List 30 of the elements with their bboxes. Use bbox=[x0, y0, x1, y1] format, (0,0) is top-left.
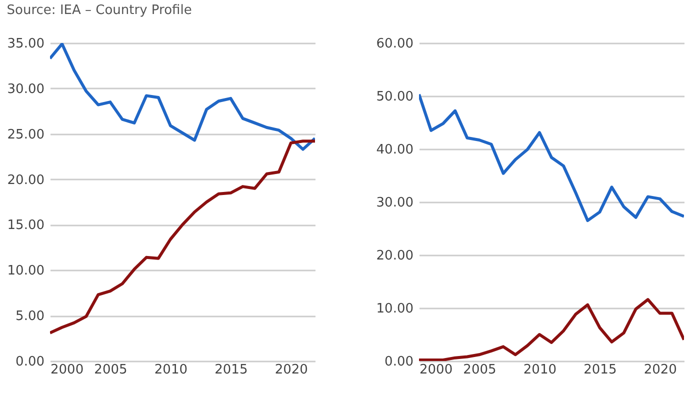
x-tick-label: 2020 bbox=[274, 362, 308, 378]
y-tick-label: 60.00 bbox=[376, 36, 414, 52]
line-series bbox=[419, 92, 684, 222]
x-tick-label: 2010 bbox=[154, 362, 188, 378]
x-tick-label: 2000 bbox=[420, 362, 453, 378]
line-series bbox=[50, 140, 315, 334]
y-tick-label: 30.00 bbox=[7, 82, 44, 97]
y-tick-label: 10.00 bbox=[376, 302, 414, 316]
x-tick-label: 2005 bbox=[463, 362, 496, 378]
y-tick-label: 35.00 bbox=[7, 36, 44, 52]
y-tick-label: 50.00 bbox=[376, 90, 414, 104]
x-tick-label: 2010 bbox=[523, 362, 556, 378]
x-tick-label: 2000 bbox=[50, 362, 84, 378]
x-tick-label: 2005 bbox=[94, 362, 128, 378]
y-tick-label: 0.00 bbox=[16, 354, 44, 370]
y-tick-label: 20.00 bbox=[376, 248, 414, 264]
y-tick-label: 25.00 bbox=[7, 127, 44, 142]
line-series bbox=[50, 43, 315, 151]
x-tick-label: 2015 bbox=[214, 362, 248, 378]
y-tick-label: 20.00 bbox=[7, 172, 44, 188]
y-tick-label: 15.00 bbox=[7, 218, 44, 234]
y-tick-label: 40.00 bbox=[376, 142, 414, 158]
x-tick-label: 2020 bbox=[644, 362, 677, 378]
y-tick-label: 5.00 bbox=[16, 309, 44, 324]
line-series bbox=[419, 298, 684, 361]
y-tick-label: 10.00 bbox=[7, 264, 44, 279]
y-tick-label: 30.00 bbox=[376, 196, 414, 210]
y-tick-label: 0.00 bbox=[384, 354, 414, 370]
x-tick-label: 2015 bbox=[584, 362, 617, 378]
source-note: Source: IEA – Country Profile bbox=[6, 3, 192, 18]
